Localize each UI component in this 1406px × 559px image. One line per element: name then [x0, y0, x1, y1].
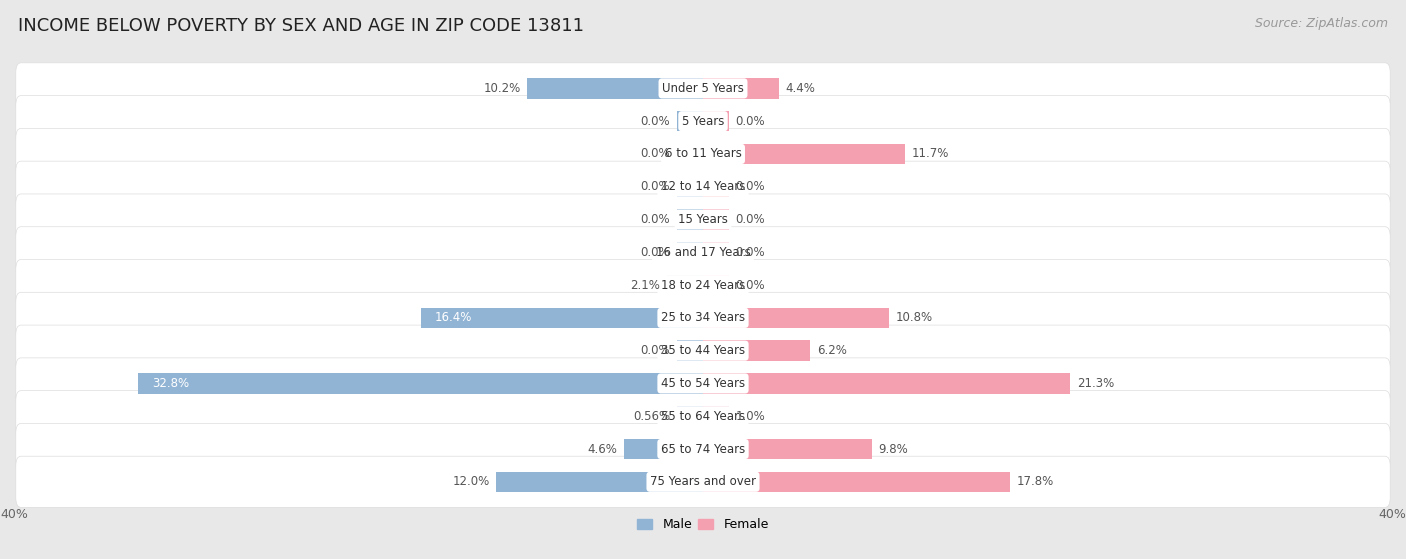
Bar [678, 210, 703, 230]
FancyBboxPatch shape [15, 129, 1391, 179]
Bar [138, 373, 703, 394]
Text: Source: ZipAtlas.com: Source: ZipAtlas.com [1254, 17, 1388, 30]
Text: 11.7%: 11.7% [911, 148, 949, 160]
Text: 0.0%: 0.0% [735, 115, 765, 127]
Text: 1.0%: 1.0% [735, 410, 765, 423]
Bar [703, 307, 889, 328]
Bar [703, 78, 779, 98]
Bar [703, 275, 728, 295]
Text: 15 Years: 15 Years [678, 213, 728, 226]
Text: 12.0%: 12.0% [453, 475, 489, 489]
Text: 75 Years and over: 75 Years and over [650, 475, 756, 489]
Bar [703, 177, 728, 197]
Bar [496, 472, 703, 492]
Text: 16.4%: 16.4% [434, 311, 471, 324]
Bar [678, 406, 703, 427]
FancyBboxPatch shape [15, 292, 1391, 343]
Bar [624, 439, 703, 459]
Bar [703, 144, 904, 164]
Text: 21.3%: 21.3% [1077, 377, 1114, 390]
Text: 0.0%: 0.0% [735, 213, 765, 226]
FancyBboxPatch shape [15, 227, 1391, 278]
Bar [678, 340, 703, 361]
FancyBboxPatch shape [15, 259, 1391, 311]
Text: 5 Years: 5 Years [682, 115, 724, 127]
Text: 16 and 17 Years: 16 and 17 Years [655, 246, 751, 259]
Text: 6.2%: 6.2% [817, 344, 846, 357]
Text: 0.0%: 0.0% [641, 180, 671, 193]
Text: 0.0%: 0.0% [641, 148, 671, 160]
Text: 9.8%: 9.8% [879, 443, 908, 456]
Bar [678, 111, 703, 131]
Bar [703, 111, 728, 131]
FancyBboxPatch shape [15, 194, 1391, 245]
Bar [703, 406, 728, 427]
Bar [420, 307, 703, 328]
Text: 12 to 14 Years: 12 to 14 Years [661, 180, 745, 193]
Text: 0.0%: 0.0% [735, 278, 765, 292]
Bar [703, 439, 872, 459]
Text: 0.0%: 0.0% [735, 180, 765, 193]
Text: 4.4%: 4.4% [786, 82, 815, 95]
Text: 25 to 34 Years: 25 to 34 Years [661, 311, 745, 324]
Text: Under 5 Years: Under 5 Years [662, 82, 744, 95]
Text: 0.0%: 0.0% [735, 246, 765, 259]
FancyBboxPatch shape [15, 63, 1391, 114]
Bar [678, 144, 703, 164]
Text: 0.56%: 0.56% [633, 410, 671, 423]
Bar [678, 177, 703, 197]
FancyBboxPatch shape [15, 325, 1391, 376]
Text: 0.0%: 0.0% [641, 344, 671, 357]
Text: 0.0%: 0.0% [641, 213, 671, 226]
Text: 45 to 54 Years: 45 to 54 Years [661, 377, 745, 390]
FancyBboxPatch shape [15, 358, 1391, 409]
Bar [527, 78, 703, 98]
Text: INCOME BELOW POVERTY BY SEX AND AGE IN ZIP CODE 13811: INCOME BELOW POVERTY BY SEX AND AGE IN Z… [18, 17, 585, 35]
Bar [703, 373, 1070, 394]
Bar [703, 472, 1010, 492]
Text: 18 to 24 Years: 18 to 24 Years [661, 278, 745, 292]
Bar [703, 242, 728, 263]
Text: 35 to 44 Years: 35 to 44 Years [661, 344, 745, 357]
Text: 0.0%: 0.0% [641, 246, 671, 259]
Bar [703, 340, 810, 361]
Text: 10.2%: 10.2% [484, 82, 520, 95]
FancyBboxPatch shape [15, 423, 1391, 475]
Text: 65 to 74 Years: 65 to 74 Years [661, 443, 745, 456]
Bar [678, 242, 703, 263]
Bar [666, 275, 703, 295]
Text: 10.8%: 10.8% [896, 311, 934, 324]
Text: 32.8%: 32.8% [152, 377, 188, 390]
Text: 4.6%: 4.6% [588, 443, 617, 456]
Bar [703, 210, 728, 230]
Text: 55 to 64 Years: 55 to 64 Years [661, 410, 745, 423]
FancyBboxPatch shape [15, 161, 1391, 212]
FancyBboxPatch shape [15, 96, 1391, 147]
Legend: Male, Female: Male, Female [633, 513, 773, 536]
Text: 17.8%: 17.8% [1017, 475, 1053, 489]
FancyBboxPatch shape [15, 456, 1391, 508]
Text: 6 to 11 Years: 6 to 11 Years [665, 148, 741, 160]
Text: 0.0%: 0.0% [641, 115, 671, 127]
FancyBboxPatch shape [15, 391, 1391, 442]
Text: 2.1%: 2.1% [630, 278, 659, 292]
